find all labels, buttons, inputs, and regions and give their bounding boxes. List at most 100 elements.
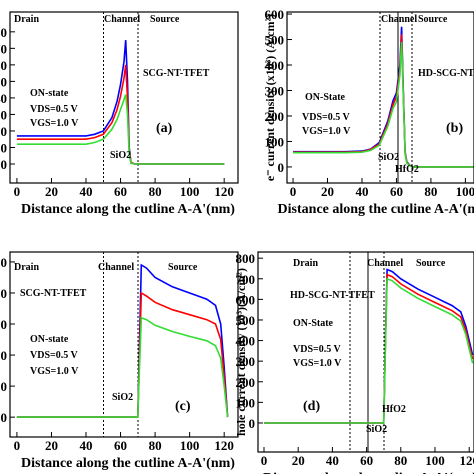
x-axis-label: Distance along the cutline A-A'(nm) xyxy=(21,202,235,217)
annotation: HfO2 xyxy=(395,164,419,175)
annotation: (d) xyxy=(303,399,320,414)
x-tick-label: 80 xyxy=(424,184,437,199)
y-tick-label: 150 xyxy=(0,317,7,332)
annotation: Source xyxy=(168,262,198,273)
x-tick-label: 60 xyxy=(390,184,403,199)
annotation: ON-state xyxy=(30,334,69,345)
y-tick-label: 0 xyxy=(278,160,285,175)
x-tick-label: 120 xyxy=(214,438,234,453)
y-tick-label: 800 xyxy=(236,251,256,266)
annotation: SCG-NT-TFET xyxy=(143,68,210,79)
y-tick-label: 0 xyxy=(1,410,8,425)
x-tick-label: 60 xyxy=(114,184,127,199)
y-tick-label: 300 xyxy=(236,354,256,369)
y-tick-label: 70 xyxy=(0,41,7,56)
annotation: HD-SCG-NT-TFET xyxy=(290,290,375,301)
y-tick-label: 80 xyxy=(0,25,7,40)
annotation: SiO2 xyxy=(110,150,131,161)
y-tick-label: 250 xyxy=(0,255,7,270)
x-tick-label: 80 xyxy=(394,453,407,468)
y-tick-label: 100 xyxy=(0,348,7,363)
y-tick-label: 600 xyxy=(265,7,285,22)
annotation: HfO2 xyxy=(382,404,406,415)
x-tick-label: 20 xyxy=(45,184,58,199)
annotation: VDS=0.5 V xyxy=(302,112,351,123)
y-tick-label: 30 xyxy=(0,107,7,122)
series-line xyxy=(264,277,474,424)
annotation: Drain xyxy=(14,262,39,273)
annotation: VGS=1.0 V xyxy=(30,118,79,129)
y-tick-label: 50 xyxy=(0,379,7,394)
annotation: Channel xyxy=(104,14,140,25)
plot-frame xyxy=(257,251,474,453)
annotation: HD-SCG-NT- xyxy=(418,68,474,79)
series-line xyxy=(16,94,225,165)
annotation: VDS=0.5 V xyxy=(293,344,342,355)
x-tick-label: 0 xyxy=(14,438,21,453)
annotation: Channel xyxy=(98,262,134,273)
y-tick-label: 100 xyxy=(265,134,285,149)
y-tick-label: 200 xyxy=(236,375,256,390)
annotation: Channel xyxy=(367,258,403,269)
annotation: Channel xyxy=(381,14,417,25)
x-tick-label: 0 xyxy=(14,184,21,199)
annotation: Source xyxy=(418,14,448,25)
annotation: Drain xyxy=(293,258,318,269)
annotation: SiO2 xyxy=(112,392,133,403)
x-tick-label: 80 xyxy=(149,438,162,453)
series-line xyxy=(16,316,229,418)
y-tick-label: 500 xyxy=(236,313,256,328)
annotation: ON-state xyxy=(30,88,69,99)
y-tick-label: 40 xyxy=(0,91,7,106)
y-tick-label: 60 xyxy=(0,58,7,73)
annotation: SCG-NT-TFET xyxy=(20,288,87,299)
x-tick-label: 100 xyxy=(456,184,474,199)
y-axis-label: e⁻ current density (x10³) (A/cm²) xyxy=(263,14,277,181)
annotation: ON-State xyxy=(305,92,346,103)
y-tick-label: 10 xyxy=(0,140,7,155)
annotation: VGS=1.0 V xyxy=(30,366,79,377)
y-tick-label: 300 xyxy=(265,83,285,98)
x-tick-label: 60 xyxy=(360,453,373,468)
x-tick-label: 100 xyxy=(180,438,200,453)
x-tick-label: 40 xyxy=(80,184,93,199)
annotation: (a) xyxy=(156,121,173,136)
x-tick-label: 100 xyxy=(425,453,445,468)
series-line xyxy=(16,40,225,165)
y-tick-label: 700 xyxy=(236,272,256,287)
x-tick-label: 40 xyxy=(80,438,93,453)
x-tick-label: 0 xyxy=(290,184,297,199)
annotation: Source xyxy=(150,14,180,25)
annotation: SiO2 xyxy=(366,424,387,435)
annotation: VGS=1.0 V xyxy=(302,126,351,137)
x-tick-label: 0 xyxy=(261,453,268,468)
plot-frame xyxy=(9,11,239,184)
x-tick-label: 100 xyxy=(180,184,200,199)
x-axis-label: Distance along the cutline A-A'(nm) xyxy=(278,202,474,217)
y-tick-label: 400 xyxy=(265,58,285,73)
x-tick-label: 40 xyxy=(355,184,368,199)
y-axis-label: hole current density (10³)(A/cm²) xyxy=(234,268,248,436)
plot-frame xyxy=(286,11,474,184)
y-tick-label: 400 xyxy=(236,334,256,349)
annotation: VDS=0.5 V xyxy=(30,350,79,361)
y-tick-label: 0 xyxy=(1,157,8,172)
y-tick-label: 200 xyxy=(265,109,285,124)
y-tick-label: 200 xyxy=(0,286,7,301)
x-tick-label: 120 xyxy=(459,453,474,468)
annotation: (c) xyxy=(175,399,191,414)
x-tick-label: 20 xyxy=(292,453,305,468)
annotation: Drain xyxy=(14,14,39,25)
x-tick-label: 40 xyxy=(326,453,339,468)
annotation: (b) xyxy=(446,121,463,136)
x-tick-label: 20 xyxy=(321,184,334,199)
x-tick-label: 120 xyxy=(214,184,234,199)
x-tick-label: 60 xyxy=(114,438,127,453)
annotation: VGS=1.0 V xyxy=(293,358,342,369)
y-tick-label: 600 xyxy=(236,292,256,307)
annotation: Source xyxy=(416,258,446,269)
x-tick-label: 20 xyxy=(45,438,58,453)
annotation: ON-State xyxy=(293,318,334,329)
y-tick-label: 50 xyxy=(0,74,7,89)
